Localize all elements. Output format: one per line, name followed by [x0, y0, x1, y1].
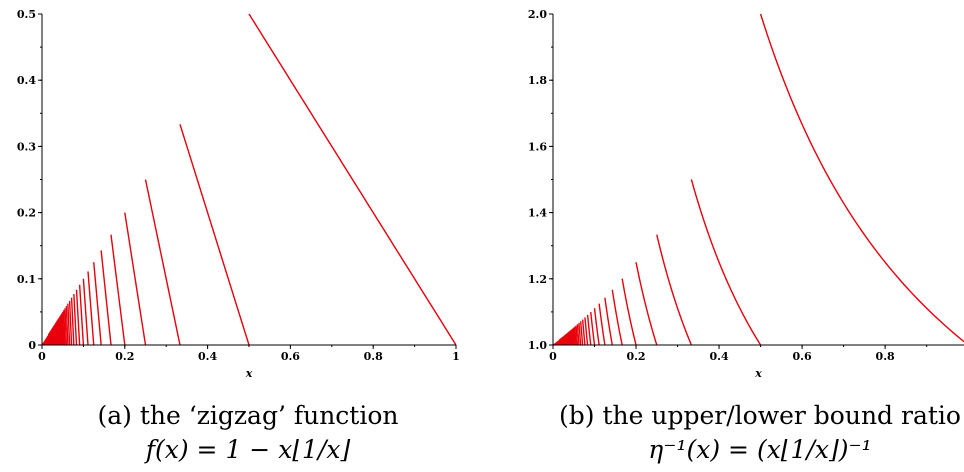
curve-branch-21	[60, 314, 63, 346]
curve-branch-10	[78, 284, 85, 346]
panel-a-caption-formula: f(x) = 1 − x⌊1/x⌋	[144, 435, 351, 464]
curve-branch-13	[70, 297, 75, 346]
curve-branch-5	[621, 278, 637, 346]
curve-branch-16	[576, 324, 580, 346]
panel-a-axes	[41, 14, 456, 346]
panel-b-ratio-chart: 0 0.2 0.4 0.6 0.8 1.0 1.2 1.4 1.6 1.8 2.0 x (b) th…	[528, 8, 964, 464]
curve-branch-15	[67, 303, 71, 346]
curve-branch-12	[584, 317, 589, 346]
y-tick-label: 1.0	[528, 339, 547, 352]
x-tick-label: 0.8	[876, 350, 895, 363]
panel-b-x-axis-label: x	[754, 367, 762, 380]
curve-branch-5	[110, 234, 126, 346]
curve-branch-19	[573, 327, 576, 346]
x-tick-label: 0.4	[709, 350, 728, 363]
curve-dense-region	[41, 334, 50, 346]
x-tick-label: 0	[38, 350, 46, 363]
curve-branch-12	[73, 294, 78, 346]
curve-branch-11	[75, 289, 81, 346]
curve-branch-3	[144, 179, 181, 346]
curve-branch-20	[61, 313, 64, 346]
curve-branch-15	[578, 322, 582, 346]
panel-b-caption-formula: η⁻¹(x) = (x⌊1/x⌋)⁻¹	[648, 435, 871, 464]
y-tick-label: 1.4	[528, 207, 547, 220]
y-tick-label: 0.5	[17, 8, 36, 21]
curve-branch-8	[87, 271, 95, 346]
x-tick-label: 0.8	[364, 350, 383, 363]
curve-branch-2	[690, 179, 762, 346]
x-tick-label: 0.2	[626, 350, 645, 363]
x-tick-label: 0	[549, 350, 557, 363]
panel-a-ticks: 0 0.2 0.4 0.6 0.8 1 0 0.1 0.2 0.3 0.4 0.5	[17, 8, 460, 363]
curve-branch-9	[593, 308, 600, 346]
curve-branch-6	[100, 250, 112, 346]
panel-b-curve	[551, 13, 964, 346]
panel-b-caption-title: (b) the upper/lower bound ratio	[559, 401, 961, 430]
curve-branch-23	[569, 330, 572, 346]
y-tick-label: 1.6	[528, 140, 547, 153]
curve-branch-6	[611, 289, 623, 346]
x-tick-label: 0.6	[281, 350, 300, 363]
curve-branch-8	[598, 303, 606, 346]
curve-dense-region	[551, 339, 561, 346]
x-tick-label: 1	[452, 350, 460, 363]
curve-branch-18	[574, 326, 577, 346]
y-tick-label: 1.8	[528, 74, 547, 87]
panel-b-ticks: 0 0.2 0.4 0.6 0.8 1.0 1.2 1.4 1.6 1.8 2.0	[528, 8, 928, 363]
curve-branch-17	[575, 325, 579, 346]
x-tick-label: 0.6	[793, 350, 812, 363]
curve-branch-14	[579, 321, 584, 346]
curve-branch-18	[63, 310, 66, 346]
curve-branch-20	[572, 328, 575, 346]
curve-branch-16	[65, 306, 69, 346]
curve-branch-7	[604, 297, 613, 346]
curve-branch-9	[82, 278, 89, 346]
curve-branch-14	[68, 300, 73, 346]
panel-a-x-axis-label: x	[245, 367, 253, 380]
curve-branch-11	[586, 314, 592, 346]
curve-branch-2	[179, 124, 250, 346]
y-tick-label: 0.3	[17, 140, 36, 153]
panel-b-axes	[552, 14, 964, 346]
curve-branch-7	[93, 262, 102, 346]
curve-branch-1	[759, 13, 964, 343]
y-tick-label: 1.2	[528, 273, 547, 286]
curve-branch-10	[590, 311, 596, 346]
panel-a-caption-title: (a) the ‘zigzag’ function	[98, 401, 399, 430]
curve-branch-22	[570, 329, 573, 346]
panel-a-zigzag-chart: 0 0.2 0.4 0.6 0.8 1 0 0.1 0.2 0.3 0.4 0.5 x (a) the…	[17, 8, 460, 464]
curve-branch-22	[59, 316, 62, 346]
curve-branch-23	[58, 317, 61, 346]
curve-branch-21	[571, 329, 574, 346]
curve-branch-19	[62, 311, 65, 346]
curve-branch-1	[248, 13, 457, 346]
curve-branch-4	[635, 262, 658, 346]
y-tick-label: 0.2	[17, 207, 36, 220]
y-tick-label: 0.1	[17, 273, 36, 286]
y-tick-label: 0	[28, 339, 36, 352]
x-tick-label: 0.4	[198, 350, 217, 363]
curve-branch-13	[581, 319, 586, 346]
y-tick-label: 2.0	[528, 8, 547, 21]
curve-branch-17	[64, 308, 68, 346]
x-tick-label: 0.2	[115, 350, 134, 363]
y-tick-label: 0.4	[17, 74, 36, 87]
curve-branch-4	[124, 212, 147, 346]
panel-a-curve	[41, 13, 457, 346]
curve-branch-3	[656, 234, 693, 346]
